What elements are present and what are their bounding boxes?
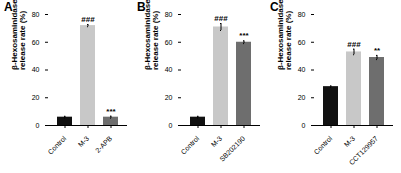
svg-text:###: ### [214, 14, 228, 23]
svg-text:2-APB: 2-APB [94, 134, 113, 153]
svg-text:60: 60 [298, 38, 306, 45]
svg-text:60: 60 [32, 38, 40, 45]
html-text:C: C [270, 0, 279, 14]
svg-text:20: 20 [32, 94, 40, 101]
svg-text:0: 0 [36, 122, 40, 129]
svg-text:###: ### [81, 15, 95, 24]
svg-text:CCT129957: CCT129957 [348, 135, 380, 167]
svg-text:Control: Control [179, 134, 200, 155]
html-text:B: B [137, 0, 146, 14]
svg-text:20: 20 [165, 94, 173, 101]
svg-text:SB202190: SB202190 [218, 135, 246, 163]
svg-text:0: 0 [169, 122, 173, 129]
svg-text:M-3: M-3 [210, 135, 224, 149]
svg-text:80: 80 [165, 11, 173, 18]
svg-text:**: ** [374, 46, 381, 55]
svg-text:80: 80 [32, 11, 40, 18]
svg-text:***: *** [106, 107, 116, 116]
svg-text:40: 40 [165, 66, 173, 73]
svg-text:###: ### [347, 40, 361, 49]
svg-text:0: 0 [302, 122, 306, 129]
svg-text:M-3: M-3 [343, 135, 357, 149]
svg-text:***: *** [239, 31, 249, 40]
svg-text:20: 20 [298, 94, 306, 101]
svg-text:60: 60 [165, 38, 173, 45]
svg-text:Control: Control [46, 134, 67, 155]
html-text:A: A [4, 0, 13, 14]
svg-text:Control: Control [312, 134, 333, 155]
svg-text:40: 40 [298, 66, 306, 73]
svg-text:80: 80 [298, 11, 306, 18]
svg-text:M-3: M-3 [77, 135, 91, 149]
svg-text:40: 40 [32, 66, 40, 73]
